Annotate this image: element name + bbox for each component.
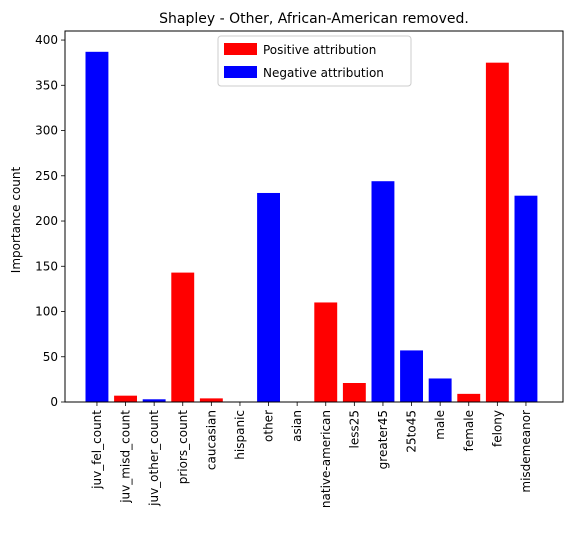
bar-caucasian [199,398,223,402]
y-tick-label: 100 [35,305,58,319]
y-axis-label: Importance count [9,166,23,273]
legend-label-positive: Positive attribution [263,43,376,57]
x-tick-label: less25 [347,410,361,449]
bar-juv_fel_count [85,51,109,403]
x-tick-label: juv_fel_count [90,410,104,490]
bar-misdemeanor [514,195,538,402]
x-tick-label: asian [290,410,304,442]
x-tick-label: misdemeanor [519,410,533,493]
bar-juv_other_count [142,399,166,402]
bar-25to45 [400,350,423,402]
x-tick-label: juv_other_count [147,410,161,507]
x-tick-label: juv_misd_count [119,410,133,504]
legend-box [217,35,412,87]
y-tick-label: 0 [50,395,58,409]
bar-female [457,393,481,402]
legend-swatch-negative [224,66,257,78]
bar-less25 [342,383,366,402]
x-tick-label: native-american [319,410,333,508]
x-tick-label: greater45 [376,410,390,469]
legend: Positive attribution Negative attributio… [217,35,412,87]
bar-native-american [314,302,338,402]
bar-other [257,192,280,402]
x-axis: juv_fel_count juv_misd_count juv_other_cou… [90,402,533,508]
y-tick-label: 350 [35,78,58,92]
x-tick-label: other [262,410,276,442]
y-axis: 0 50 100 150 200 250 300 350 400 [35,33,65,409]
x-tick-label: caucasian [204,410,218,470]
bar-juv_misd_count [114,395,137,402]
legend-swatch-positive [224,43,257,55]
x-tick-label: hispanic [233,410,247,460]
x-tick-label: male [433,410,447,440]
x-tick-label: female [462,410,476,451]
y-tick-label: 200 [35,214,58,228]
y-tick-label: 400 [35,33,58,47]
bar-felony [485,62,509,403]
bar-male [428,378,452,402]
y-tick-label: 250 [35,169,58,183]
bars-group [85,51,538,403]
y-tick-label: 150 [35,259,58,273]
x-tick-label: priors_count [176,410,190,485]
bar-greater45 [371,181,395,402]
y-tick-label: 50 [43,350,58,364]
bar-priors_count [171,272,195,402]
y-tick-label: 300 [35,124,58,138]
x-tick-label: felony [490,410,504,447]
x-tick-label: 25to45 [405,410,419,453]
chart-title: Shapley - Other, African-American remove… [159,11,469,27]
legend-label-negative: Negative attribution [263,66,384,80]
plot-frame [64,30,564,403]
